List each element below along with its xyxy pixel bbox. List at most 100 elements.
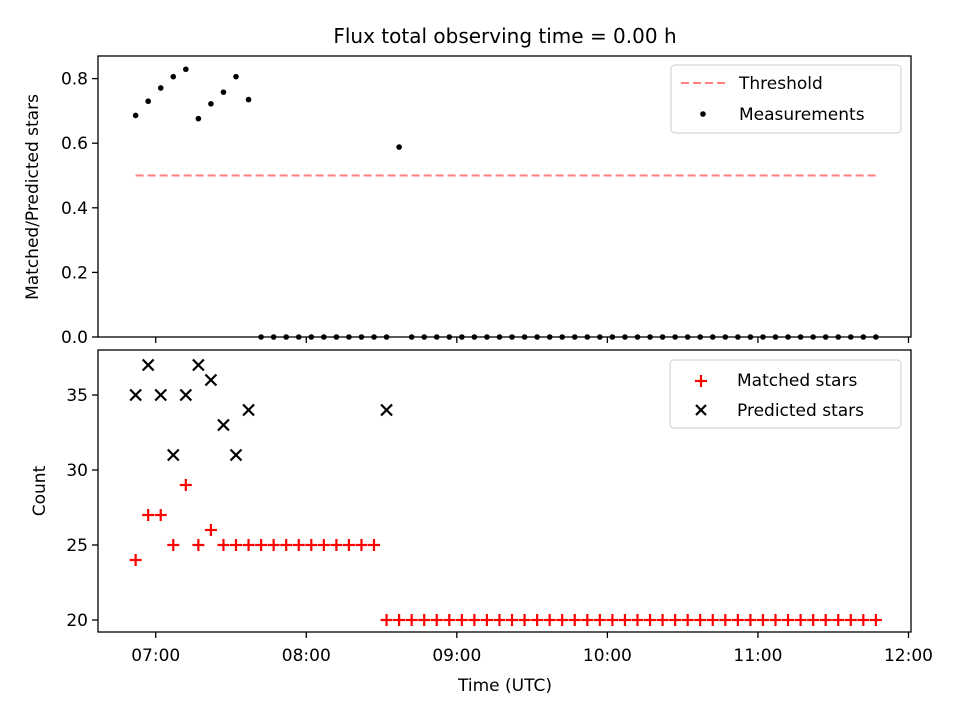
matched-star-point xyxy=(819,614,832,626)
measurement-point xyxy=(208,101,214,107)
matched-star-point xyxy=(493,614,506,626)
bottom-y-tick-label: 30 xyxy=(66,461,88,481)
matched-star-point xyxy=(342,539,355,551)
measurement-point xyxy=(659,334,666,340)
matched-star-point xyxy=(694,614,707,626)
top-y-tick-label: 0.4 xyxy=(61,199,88,219)
matched-star-point xyxy=(756,614,769,626)
legend-predicted-swatch xyxy=(695,404,707,416)
matched-star-point xyxy=(305,539,318,551)
matched-star-point xyxy=(255,539,268,551)
measurement-point xyxy=(396,144,402,150)
top-y-tick-label: 0.2 xyxy=(61,263,88,283)
matched-star-point xyxy=(706,614,719,626)
matched-star-point xyxy=(292,539,305,551)
measurement-point xyxy=(847,334,854,340)
measurement-point xyxy=(295,334,302,340)
measurement-point xyxy=(496,334,503,340)
matched-star-point xyxy=(217,539,230,551)
matched-star-point xyxy=(518,614,531,626)
predicted-stars-series xyxy=(129,358,393,462)
measurement-point xyxy=(183,66,189,73)
matched-star-point xyxy=(418,614,431,626)
top-y-tick-label: 0.6 xyxy=(61,134,88,154)
matched-star-point xyxy=(531,614,544,626)
x-tick-label: 10:00 xyxy=(583,646,632,666)
matched-star-point xyxy=(368,539,381,551)
predicted-star-point xyxy=(204,373,218,387)
predicted-star-point xyxy=(242,403,255,417)
measurement-point xyxy=(697,334,704,340)
matched-star-point xyxy=(782,614,795,626)
matched-star-point xyxy=(129,554,142,566)
matched-star-point xyxy=(179,479,192,491)
measurement-point xyxy=(835,334,842,340)
matched-star-point xyxy=(644,614,657,626)
measurement-point xyxy=(145,98,151,105)
matched-star-point xyxy=(405,614,418,626)
measurement-point xyxy=(408,334,415,340)
matched-star-point xyxy=(568,614,581,626)
measurement-point xyxy=(233,73,239,80)
matched-star-point xyxy=(280,539,293,551)
top-y-tick-label: 0.0 xyxy=(61,328,88,348)
measurement-point xyxy=(195,115,202,122)
matched-star-point xyxy=(480,614,493,626)
bottom-panel-frame xyxy=(97,349,912,633)
measurement-point xyxy=(421,334,428,340)
bottom-y-axis-label: Count xyxy=(30,465,50,516)
matched-star-point xyxy=(154,509,167,521)
legend-predicted-label: Predicted stars xyxy=(737,401,864,421)
matched-star-point xyxy=(606,614,619,626)
predicted-star-point xyxy=(179,388,193,402)
legend-threshold-label: Threshold xyxy=(738,74,823,94)
measurement-point xyxy=(709,334,716,340)
legend-measurements-swatch xyxy=(700,111,706,117)
measurement-point xyxy=(571,334,578,340)
matched-star-point xyxy=(506,614,519,626)
measurement-point xyxy=(509,334,515,340)
measurement-point xyxy=(157,85,164,91)
matched-star-point xyxy=(317,539,330,551)
top-y-ticks: 0.0 0.2 0.4 0.6 0.8 xyxy=(61,70,98,348)
measurement-point xyxy=(735,334,741,340)
matched-star-point xyxy=(230,539,243,551)
measurement-point xyxy=(860,334,867,340)
bottom-y-ticks: 20 25 30 35 xyxy=(66,386,98,631)
bottom-y-tick-label: 25 xyxy=(66,536,88,556)
predicted-star-point xyxy=(166,448,180,462)
measurement-point xyxy=(672,334,678,340)
matched-stars-series xyxy=(129,479,882,626)
bottom-legend: Matched stars Predicted stars xyxy=(669,359,902,429)
measurement-point xyxy=(722,334,729,340)
matched-star-point xyxy=(455,614,468,626)
x-axis-label: Time (UTC) xyxy=(457,676,552,696)
top-panel: 0.00.20.40.60.8 Matched/Predicted stars … xyxy=(23,55,912,348)
matched-star-point xyxy=(618,614,631,626)
measurement-point xyxy=(597,334,603,340)
measurement-point xyxy=(459,334,465,340)
measurement-point xyxy=(609,334,616,340)
measurement-point xyxy=(797,334,804,340)
measurement-point xyxy=(772,334,779,340)
measurement-point xyxy=(559,334,566,340)
measurement-point xyxy=(484,334,490,340)
measurement-point xyxy=(433,334,440,340)
matched-star-point xyxy=(807,614,820,626)
measurement-point xyxy=(521,334,528,340)
measurement-point xyxy=(245,96,252,103)
bottom-legend-box xyxy=(669,359,902,429)
measurement-point xyxy=(647,334,653,340)
measurement-point xyxy=(785,334,791,340)
measurement-point xyxy=(822,334,829,340)
predicted-star-point xyxy=(380,403,393,417)
matched-star-point xyxy=(869,614,882,626)
x-tick-label: 07:00 xyxy=(131,646,180,666)
matched-star-point xyxy=(556,614,569,626)
measurement-point xyxy=(132,112,139,119)
matched-star-point xyxy=(581,614,594,626)
matched-star-point xyxy=(393,614,406,626)
x-tick-label: 11:00 xyxy=(733,646,782,666)
top-legend: Threshold Measurements xyxy=(670,64,902,134)
